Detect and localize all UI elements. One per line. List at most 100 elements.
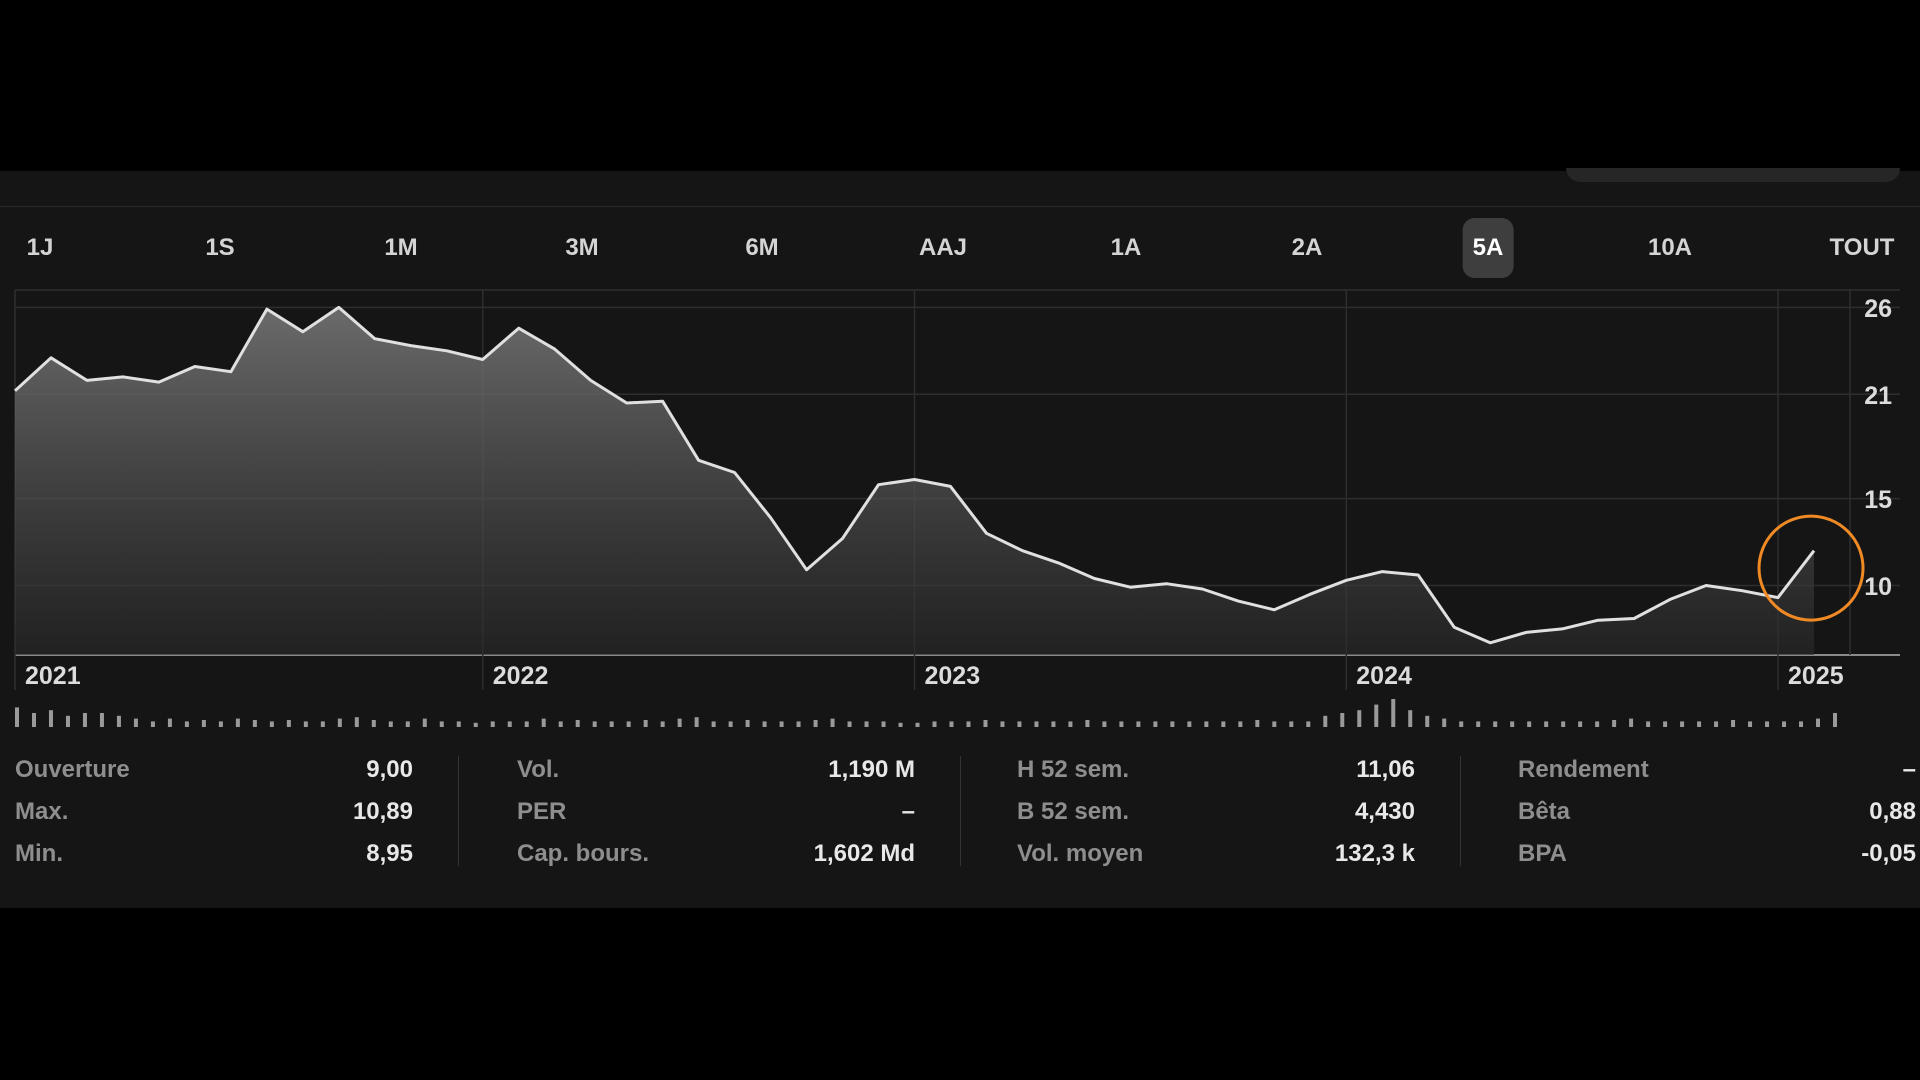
volume-bar [1170, 721, 1175, 727]
volume-bar [1748, 721, 1753, 727]
stat-label: BPA [1518, 840, 1567, 867]
y-tick-label: 26 [1864, 295, 1892, 323]
volume-bar [507, 721, 512, 727]
stat-value: 0,88 [1869, 798, 1916, 825]
volume-bar [1068, 721, 1073, 727]
volume-bar [167, 718, 172, 727]
x-tick-label: 2024 [1356, 662, 1412, 690]
tab-1a[interactable]: 1A [1110, 234, 1142, 261]
volume-bar [1289, 721, 1294, 727]
volume-bar [830, 718, 835, 727]
volume-bar [320, 721, 325, 727]
stat-row: Vol. 1,190 M [517, 748, 915, 790]
volume-bar [1340, 713, 1345, 727]
volume-bar [1102, 721, 1107, 727]
volume-bar [1561, 721, 1566, 727]
stat-label: Ouverture [15, 756, 130, 783]
volume-bar [915, 722, 920, 727]
volume-bar [1799, 721, 1804, 727]
volume-bar [1408, 710, 1413, 727]
stats-separator [960, 756, 961, 866]
volume-bar [541, 718, 546, 727]
stat-value: 132,3 k [1334, 840, 1415, 867]
tab-1j[interactable]: 1J [26, 234, 54, 261]
volume-bar [1663, 721, 1668, 727]
volume-bar [337, 718, 342, 727]
volume-bar [1153, 721, 1158, 727]
stat-value: 9,00 [366, 756, 413, 783]
stat-label: Vol. [517, 756, 560, 783]
tab-1m[interactable]: 1M [384, 234, 418, 261]
volume-bar [439, 721, 444, 727]
volume-bar [1306, 721, 1311, 727]
panel-handle [1566, 168, 1900, 182]
volume-bar [218, 721, 223, 727]
stat-row: BPA -0,05 [1518, 832, 1916, 874]
tab-5a[interactable]: 5A [1462, 218, 1514, 278]
volume-bar [116, 715, 121, 727]
volume-bar [133, 718, 138, 727]
volume-bar [1612, 720, 1617, 727]
range-tabs: 1J 1S 1M 3M 6M AAJ 1A 2A 5A 10A TOUT [0, 218, 1920, 278]
tab-aaj[interactable]: AAJ [918, 234, 968, 261]
tab-3m[interactable]: 3M [565, 234, 599, 261]
volume-bar [1374, 704, 1379, 727]
volume-bar [949, 721, 954, 727]
stat-label: B 52 sem. [1017, 798, 1130, 825]
volume-bar [1204, 721, 1209, 727]
volume-bar [1357, 710, 1362, 727]
stat-row: Rendement – [1518, 748, 1916, 790]
volume-bar [592, 721, 597, 727]
volume-bar [1629, 718, 1634, 727]
stat-row: Ouverture 9,00 [15, 748, 413, 790]
volume-bar [779, 721, 784, 727]
stat-row: Vol. moyen 132,3 k [1017, 832, 1415, 874]
volume-bar [745, 720, 750, 727]
volume-bar [1459, 721, 1464, 727]
volume-bar [1017, 721, 1022, 727]
volume-bar [694, 717, 699, 727]
volume-bar [1765, 721, 1770, 727]
stat-row: Min. 8,95 [15, 832, 413, 874]
tab-2a[interactable]: 2A [1291, 234, 1323, 261]
volume-bar [643, 720, 648, 727]
stat-value: – [1902, 756, 1916, 783]
tab-1s[interactable]: 1S [205, 234, 235, 261]
volume-bar [983, 720, 988, 727]
volume-bar [966, 721, 971, 727]
stat-label: Bêta [1518, 798, 1571, 825]
volume-bar [1051, 721, 1056, 727]
volume-bar [1476, 721, 1481, 727]
stat-row: H 52 sem. 11,06 [1017, 748, 1415, 790]
tab-10a[interactable]: 10A [1647, 234, 1693, 261]
volume-bar [762, 721, 767, 727]
stat-label: Min. [15, 840, 63, 867]
x-tick-label: 2022 [493, 662, 549, 690]
stats-table: Ouverture 9,00 Max. 10,89 Min. 8,95 Vol. 1,190 … [0, 748, 1920, 878]
volume-bar [354, 717, 359, 727]
y-tick-label: 21 [1864, 382, 1892, 410]
tab-tout[interactable]: TOUT [1829, 234, 1895, 261]
volume-bar [1833, 713, 1838, 727]
stats-column: Rendement – Bêta 0,88 BPA -0,05 [1518, 748, 1916, 878]
volume-bar [1187, 721, 1192, 727]
volume-bar [1510, 721, 1515, 727]
volume-bar [252, 720, 257, 727]
volume-bar [1000, 721, 1005, 727]
price-line [13, 305, 1816, 645]
stat-value: 4,430 [1354, 798, 1415, 825]
highlight-circle [1757, 514, 1865, 622]
stat-row: Cap. bours. 1,602 Md [517, 832, 915, 874]
volume-bar [813, 720, 818, 727]
stat-row: Max. 10,89 [15, 790, 413, 832]
volume-bar [1680, 721, 1685, 727]
volume-bar [1646, 721, 1651, 727]
x-tick-label: 2021 [25, 662, 81, 690]
volume-bar [1442, 718, 1447, 727]
volume-bar [898, 722, 903, 727]
price-area [15, 307, 1814, 655]
tab-6m[interactable]: 6M [745, 234, 779, 261]
volume-bar [881, 721, 886, 727]
volume-bar [1272, 721, 1277, 727]
stats-separator [458, 756, 459, 866]
